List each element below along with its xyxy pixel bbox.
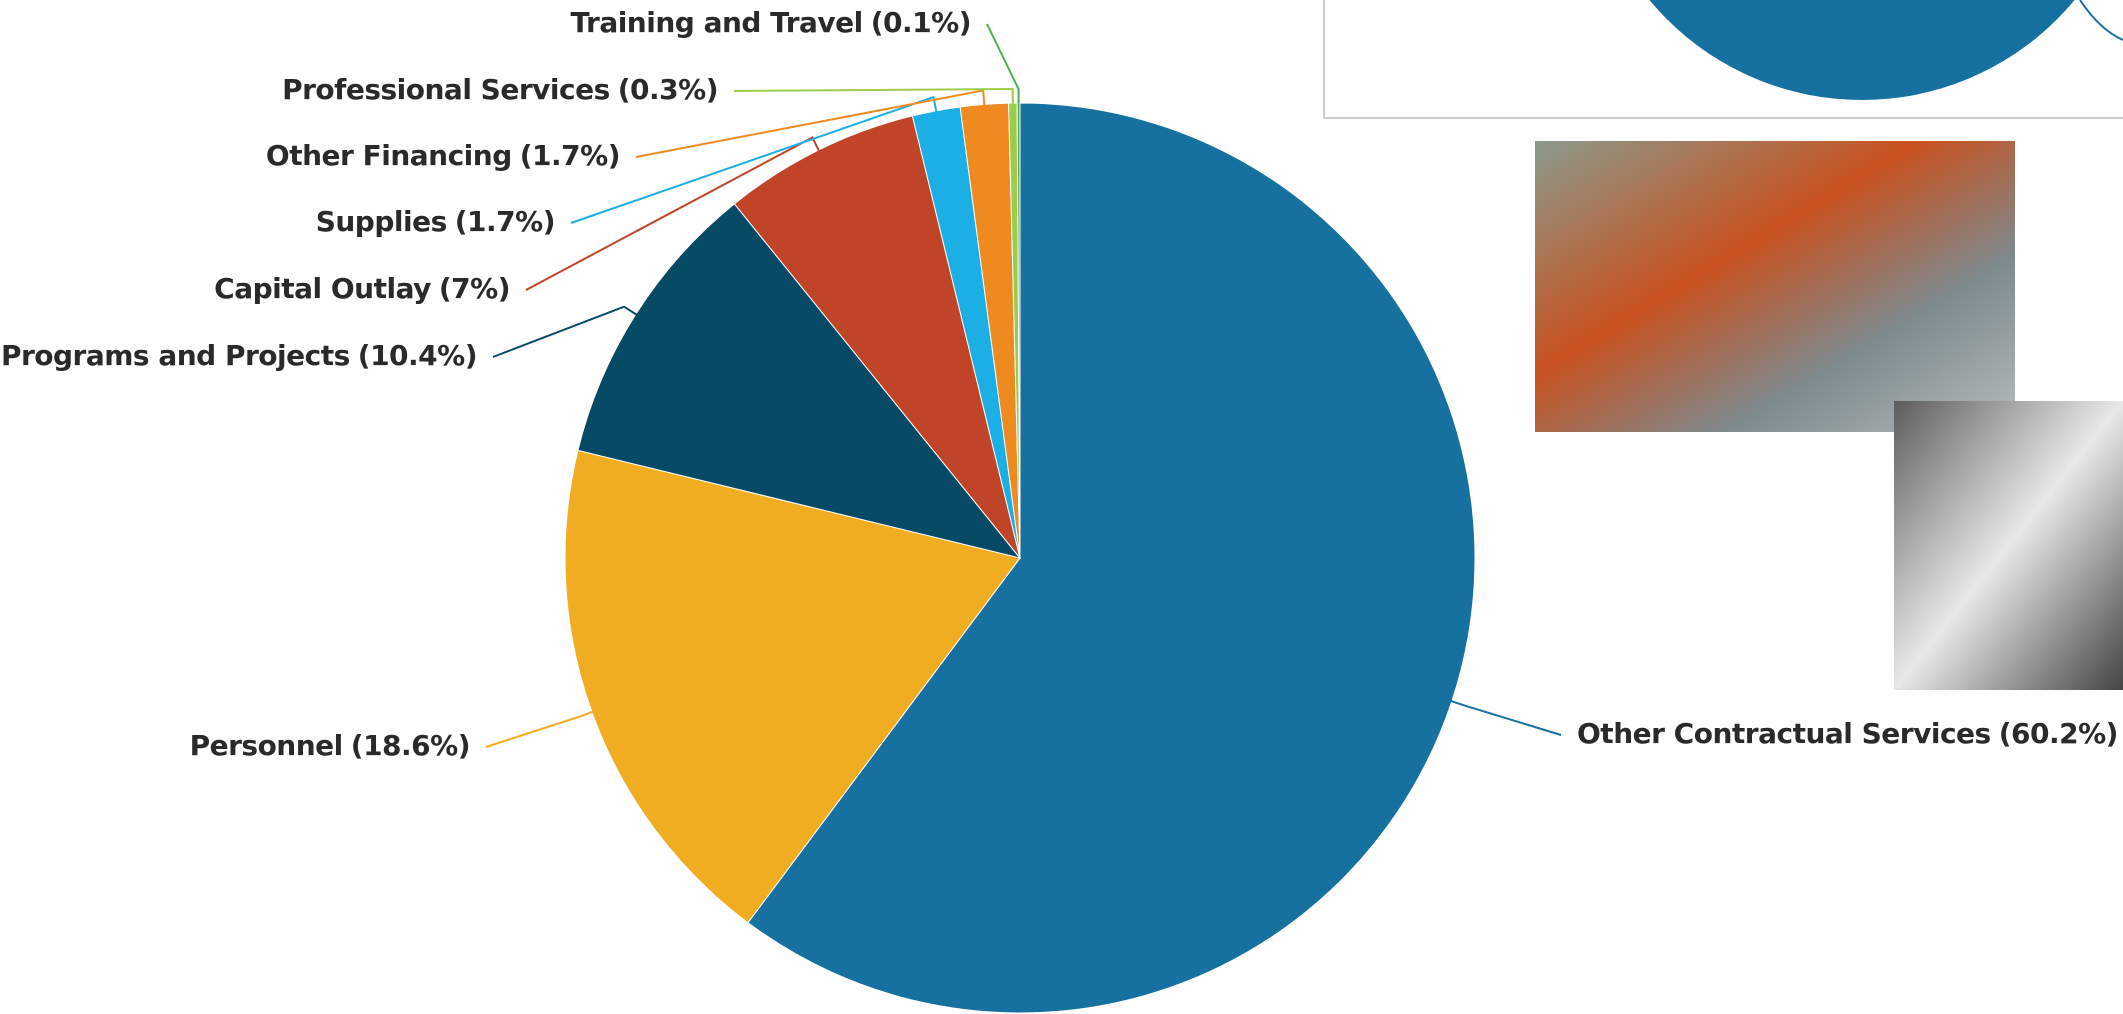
percent-label: (0.1%) [871,6,971,39]
category-name: Programs and Projects [1,339,350,372]
percent-label: (10.4%) [358,339,477,372]
slice-label: Personnel (18.6%) [190,729,470,762]
percent-label: (18.6%) [351,729,470,762]
card-circle [1649,0,2075,100]
slice-label: Training and Travel (0.1%) [570,6,971,39]
percent-label: (1.7%) [520,139,620,172]
percent-label: (0.3%) [618,73,718,106]
percent-label: (1.7%) [455,205,555,238]
percent-label: (7%) [439,272,510,305]
slice-label: Supplies (1.7%) [316,205,555,238]
leader-line [492,305,639,358]
leader-line [570,95,938,224]
card-line [2079,0,2123,41]
leader-line [525,136,821,291]
category-name: Capital Outlay [214,272,431,305]
category-name: Training and Travel [570,6,862,39]
slice-label: Other Financing (1.7%) [266,139,620,172]
slice-label: Capital Outlay (7%) [214,272,510,305]
leader-line [635,89,986,158]
slice-label: Other Contractual Services (60.2%) [1577,717,2118,750]
info-card [1323,0,2123,119]
category-name: Other Financing [266,139,512,172]
category-name: Supplies [316,205,447,238]
leader-line [1449,699,1562,736]
photo [1535,141,2015,432]
percent-label: (60.2%) [1999,717,2118,750]
slice-label: Programs and Projects (10.4%) [1,339,477,372]
photo [1894,401,2123,690]
category-name: Professional Services [282,73,610,106]
category-name: Other Contractual Services [1577,717,1991,750]
slice-label: Professional Services (0.3%) [282,73,718,106]
leader-line [986,23,1020,106]
leader-line [733,88,1014,106]
leader-line [485,710,595,748]
category-name: Personnel [190,729,343,762]
pie-chart: Other Contractual Services (60.2%) Personn… [1,6,2118,1014]
